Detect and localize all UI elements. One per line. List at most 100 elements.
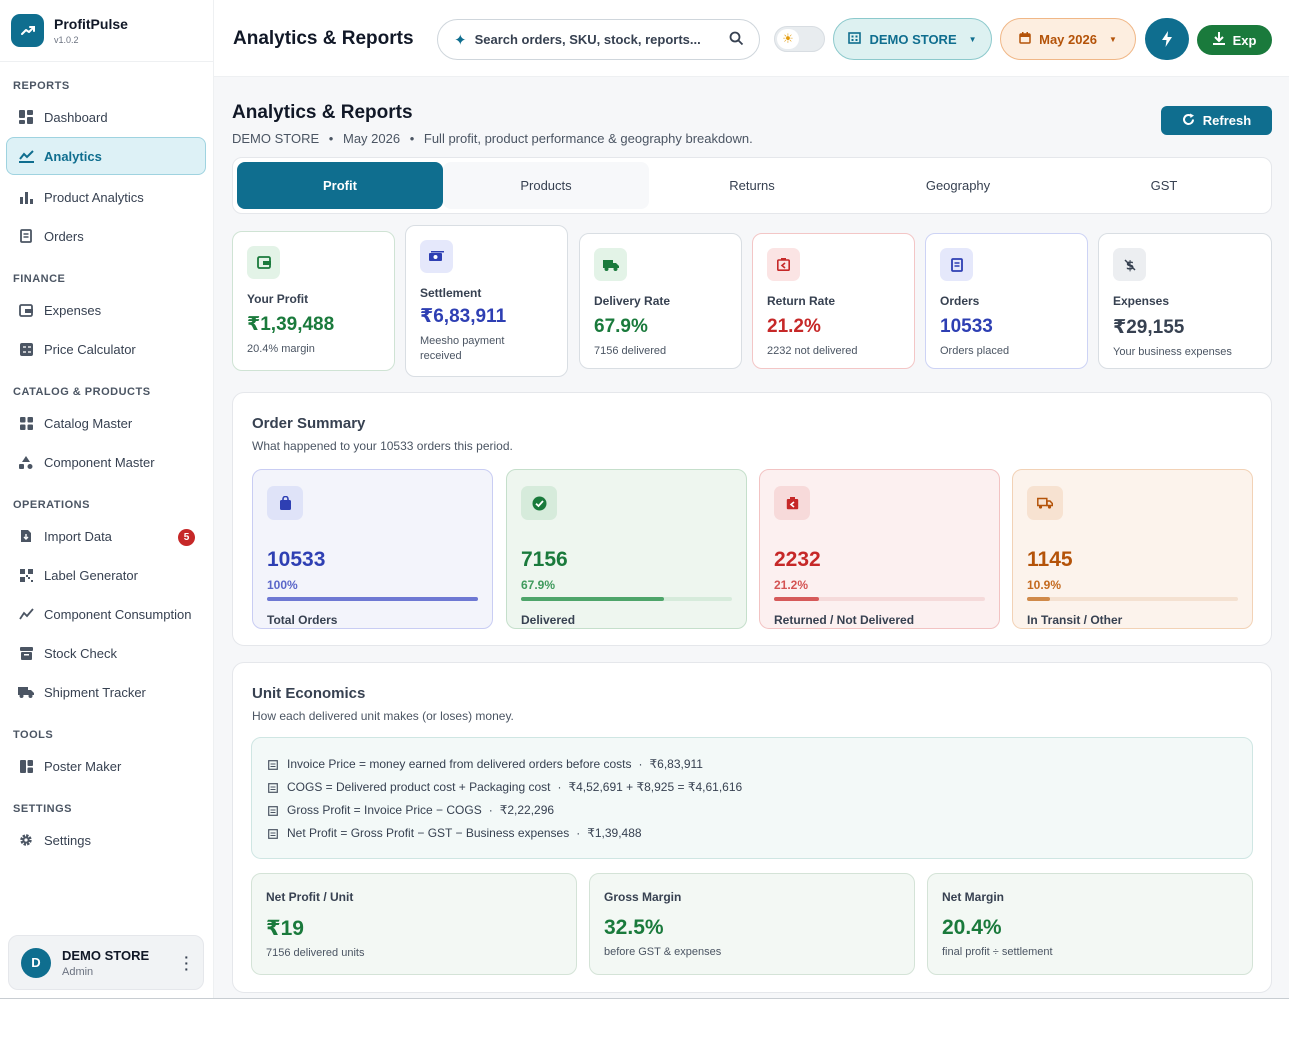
search-input[interactable]: ✦ Search orders, SKU, stock, reports... bbox=[437, 19, 760, 60]
metric-note: final profit ÷ settlement bbox=[942, 946, 1053, 958]
tab-products[interactable]: Products bbox=[443, 162, 649, 209]
order-summary-card: Order Summary What happened to your 1053… bbox=[232, 392, 1272, 646]
sidebar-item-poster-maker[interactable]: Poster Maker bbox=[6, 747, 206, 785]
brand[interactable]: ProfitPulse v1.0.2 bbox=[0, 0, 213, 62]
qr-code-icon bbox=[18, 567, 34, 583]
metric-card-gross-margin[interactable]: Gross Margin 32.5% before GST & expenses bbox=[589, 873, 915, 975]
progress-fill bbox=[521, 597, 665, 601]
metric-card-net-profit-unit[interactable]: Net Profit / Unit ₹19 7156 delivered uni… bbox=[251, 873, 577, 975]
sidebar-item-label: Poster Maker bbox=[44, 758, 122, 774]
unit-economics-subtitle: How each delivered unit makes (or loses)… bbox=[252, 709, 514, 723]
store-selector[interactable]: DEMO STORE ▼ bbox=[833, 18, 992, 60]
kpi-card-settlement[interactable]: Settlement ₹6,83,911 Meesho payment rece… bbox=[405, 225, 568, 377]
sidebar-item-label: Settings bbox=[44, 832, 91, 848]
month-label: May 2026 bbox=[1039, 31, 1097, 47]
order-summary-subtitle: What happened to your 10533 orders this … bbox=[252, 439, 513, 453]
kpi-label: Return Rate bbox=[767, 294, 836, 308]
sidebar-item-label-generator[interactable]: Label Generator bbox=[6, 556, 206, 594]
progress-fill bbox=[267, 597, 478, 601]
building-icon bbox=[848, 31, 862, 47]
sidebar-item-label: Import Data bbox=[44, 528, 112, 544]
store-name: DEMO STORE bbox=[869, 31, 957, 47]
kpi-card-return-rate[interactable]: Return Rate 21.2% 2232 not delivered bbox=[752, 233, 915, 369]
sidebar-item-expenses[interactable]: Expenses bbox=[6, 291, 206, 329]
file-import-icon bbox=[18, 528, 34, 544]
receipt-icon bbox=[268, 782, 278, 793]
summary-card-in-transit[interactable]: 1145 10.9% In Transit / Other bbox=[1012, 469, 1253, 629]
receipt-icon bbox=[268, 759, 278, 770]
truck-icon bbox=[18, 684, 34, 700]
shopping-bag-icon bbox=[267, 486, 303, 520]
sidebar-item-analytics[interactable]: Analytics bbox=[6, 137, 206, 175]
summary-card-total[interactable]: 10533 100% Total Orders bbox=[252, 469, 493, 629]
chevron-down-icon: ▼ bbox=[968, 34, 977, 44]
sidebar-item-dashboard[interactable]: Dashboard bbox=[6, 98, 206, 136]
sidebar-item-label: Shipment Tracker bbox=[44, 684, 146, 700]
metric-label: Gross Margin bbox=[604, 890, 682, 904]
export-button[interactable]: Exp bbox=[1197, 25, 1272, 55]
formula-text: Net Profit = Gross Profit − GST − Busine… bbox=[287, 825, 570, 840]
kpi-label: Settlement bbox=[420, 286, 482, 300]
summary-card-delivered[interactable]: 7156 67.9% Delivered bbox=[506, 469, 747, 629]
calendar-icon bbox=[1019, 31, 1031, 47]
sidebar-item-label: Component Master bbox=[44, 454, 155, 470]
archive-icon bbox=[18, 645, 34, 661]
section-operations: OPERATIONS bbox=[13, 499, 90, 511]
user-profile[interactable]: D DEMO STORE Admin · · · bbox=[8, 935, 204, 990]
topbar-title: Analytics & Reports bbox=[233, 28, 414, 49]
formula-value: ₹4,52,691 + ₹8,925 = ₹4,61,616 bbox=[568, 779, 743, 794]
formula-value: ₹1,39,488 bbox=[587, 825, 642, 840]
more-vertical-icon[interactable]: · · · bbox=[184, 949, 189, 977]
lightning-icon[interactable] bbox=[1145, 18, 1189, 60]
truck-icon bbox=[594, 248, 627, 281]
summary-value: 7156 bbox=[521, 548, 568, 571]
formula-value: ₹6,83,911 bbox=[649, 756, 703, 771]
sidebar-item-catalog-master[interactable]: Catalog Master bbox=[6, 404, 206, 442]
section-reports: REPORTS bbox=[13, 80, 70, 92]
kpi-card-profit[interactable]: Your Profit ₹1,39,488 20.4% margin bbox=[232, 231, 395, 371]
tab-gst[interactable]: GST bbox=[1150, 178, 1178, 193]
sidebar-item-component-consumption[interactable]: Component Consumption bbox=[6, 595, 206, 633]
sidebar-item-component-master[interactable]: Component Master bbox=[6, 443, 206, 481]
metric-note: 7156 delivered units bbox=[266, 947, 365, 959]
wallet-icon bbox=[18, 302, 34, 318]
sidebar-item-stock-check[interactable]: Stock Check bbox=[6, 634, 206, 672]
month-selector[interactable]: May 2026 ▼ bbox=[1000, 18, 1136, 60]
notification-badge: 5 bbox=[178, 529, 195, 546]
kpi-card-orders[interactable]: Orders 10533 Orders placed bbox=[925, 233, 1088, 369]
sidebar-item-settings[interactable]: Settings bbox=[6, 821, 206, 859]
kpi-card-expenses[interactable]: $ Expenses ₹29,155 Your business expense… bbox=[1098, 233, 1272, 369]
progress-track bbox=[774, 597, 985, 601]
unit-economics-card: Unit Economics How each delivered unit m… bbox=[232, 662, 1272, 993]
tab-profit[interactable]: Profit bbox=[237, 162, 443, 209]
sidebar-item-import-data[interactable]: Import Data 5 bbox=[6, 517, 206, 555]
sidebar-item-price-calculator[interactable]: Price Calculator bbox=[6, 330, 206, 368]
line-chart-icon bbox=[18, 606, 34, 622]
sidebar-item-orders[interactable]: Orders bbox=[6, 217, 206, 255]
kpi-value: ₹6,83,911 bbox=[420, 306, 507, 327]
sidebar-item-shipment-tracker[interactable]: Shipment Tracker bbox=[6, 673, 206, 711]
kpi-label: Your Profit bbox=[247, 292, 309, 306]
topbar: Analytics & Reports ✦ Search orders, SKU… bbox=[214, 0, 1289, 77]
return-box-icon bbox=[774, 486, 810, 520]
metric-card-net-margin[interactable]: Net Margin 20.4% final profit ÷ settleme… bbox=[927, 873, 1253, 975]
main-content: Analytics & Reports DEMO STORE • May 202… bbox=[214, 77, 1289, 998]
user-role: Admin bbox=[62, 965, 94, 978]
layout-icon bbox=[18, 758, 34, 774]
kpi-card-delivery-rate[interactable]: Delivery Rate 67.9% 7156 delivered bbox=[579, 233, 742, 369]
summary-card-returned[interactable]: 2232 21.2% Returned / Not Delivered bbox=[759, 469, 1000, 629]
sidebar-item-product-analytics[interactable]: Product Analytics bbox=[6, 178, 206, 216]
refresh-button[interactable]: Refresh bbox=[1161, 106, 1272, 135]
theme-toggle[interactable]: ☀ bbox=[774, 26, 825, 52]
progress-track bbox=[267, 597, 478, 601]
summary-label: Delivered bbox=[521, 613, 576, 627]
search-icon[interactable] bbox=[729, 31, 744, 49]
sidebar: ProfitPulse v1.0.2 REPORTS Dashboard Ana… bbox=[0, 0, 214, 998]
truck-icon bbox=[1027, 486, 1063, 520]
tab-returns[interactable]: Returns bbox=[729, 178, 775, 193]
metric-value: 20.4% bbox=[942, 916, 1002, 939]
tab-geography[interactable]: Geography bbox=[925, 178, 991, 193]
formula-row: COGS = Delivered product cost + Packagin… bbox=[268, 775, 1236, 798]
summary-percent: 67.9% bbox=[521, 578, 556, 592]
summary-percent: 21.2% bbox=[774, 578, 809, 592]
